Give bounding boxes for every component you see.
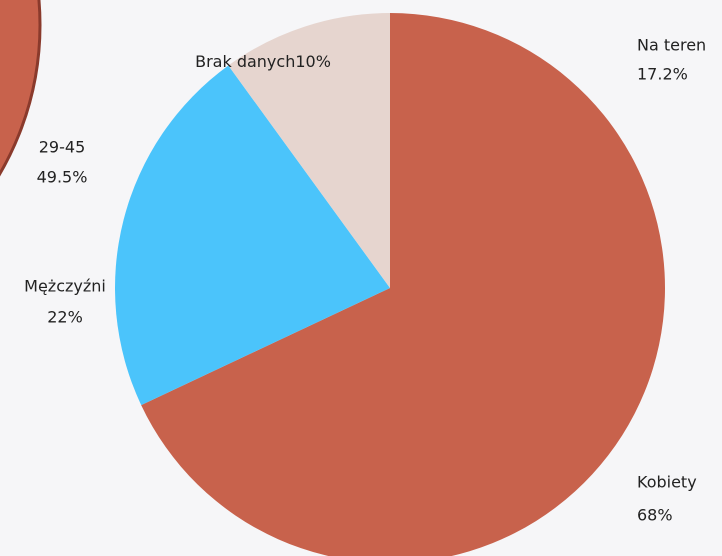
pie-slice xyxy=(141,13,665,556)
slice-value-label: 22% xyxy=(47,308,83,327)
slice-value-label: 17.2% xyxy=(637,65,688,84)
pie-slice xyxy=(115,65,391,406)
slice-value-label: 49.5% xyxy=(37,168,88,187)
pie-slice xyxy=(0,0,42,177)
slice-value-label: 10% xyxy=(295,52,331,71)
slice-label: Kobiety xyxy=(637,473,697,492)
slice-label: Brak danych xyxy=(195,52,295,71)
slice-label: 29-45 xyxy=(39,138,86,157)
slice-label: Mężczyźni xyxy=(24,277,106,296)
slice-value-label: 68% xyxy=(637,506,673,525)
slice-label-group: Brak danych10% xyxy=(195,52,331,71)
slice-label: Na teren xyxy=(637,36,706,55)
pie-slice xyxy=(228,13,390,288)
